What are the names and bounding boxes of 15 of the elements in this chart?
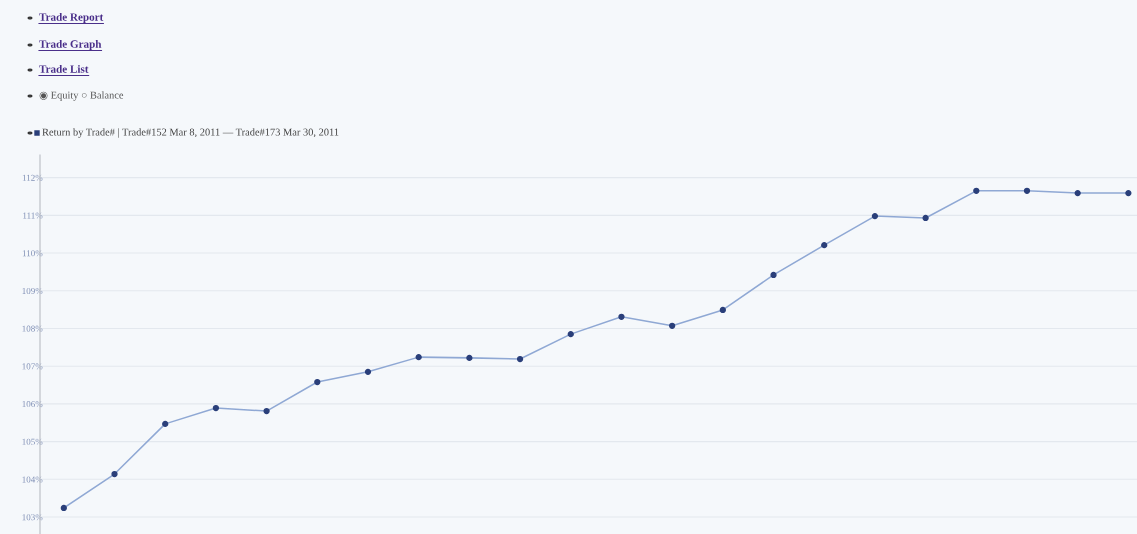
y-tick-label: 112% [22, 174, 43, 181]
y-tick-label: 107% [22, 363, 43, 370]
y-tick-label: 111% [23, 212, 43, 219]
y-tick-label: 110% [22, 250, 43, 257]
text: Trade List [39, 64, 89, 73]
chart-title: Return by Trade# | Trade#152 Mar 8, 2011 — Trade#173 Mar 30, 2011 [42, 128, 339, 138]
y-tick-label: 109% [22, 287, 43, 295]
y-tick-label: 105% [22, 438, 43, 445]
y-tick-label: 104% [22, 476, 43, 483]
y-tick-label: 108% [22, 325, 43, 332]
y-tick-label: 103% [22, 514, 43, 521]
text: Trade Report [39, 12, 104, 24]
text: Trade Graph [39, 39, 102, 51]
y-tick-label: 106% [22, 401, 43, 408]
text: ◉ Equity ○ Balance [39, 91, 124, 101]
